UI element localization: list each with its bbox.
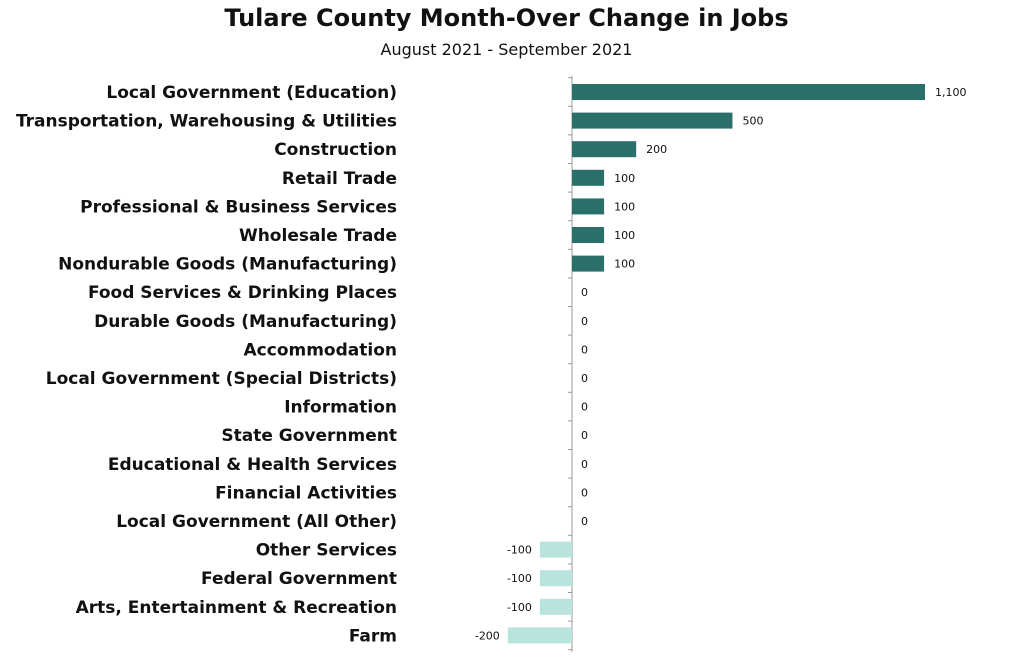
data-label: 0 xyxy=(581,343,588,356)
data-label: 0 xyxy=(581,458,588,471)
bar xyxy=(572,227,605,243)
data-label: 200 xyxy=(646,143,667,156)
category-label: Construction xyxy=(274,140,397,160)
category-label: Arts, Entertainment & Recreation xyxy=(76,598,397,618)
category-label: Other Services xyxy=(256,541,397,561)
bar xyxy=(572,198,605,215)
data-label: -200 xyxy=(475,629,500,642)
bar xyxy=(572,141,637,158)
data-label: 0 xyxy=(581,372,588,385)
data-label: 0 xyxy=(581,315,588,328)
data-label: 100 xyxy=(614,258,635,271)
data-label: 0 xyxy=(581,286,588,299)
category-label: Federal Government xyxy=(201,569,397,589)
category-label: Professional & Business Services xyxy=(80,197,397,217)
data-label: 100 xyxy=(614,229,635,242)
data-label: 0 xyxy=(581,401,588,414)
category-label: Educational & Health Services xyxy=(108,455,397,475)
data-label: 100 xyxy=(614,200,635,213)
data-label: -100 xyxy=(507,601,532,614)
category-label: State Government xyxy=(221,426,397,446)
category-label: Information xyxy=(284,398,397,418)
bar xyxy=(572,255,605,272)
data-label: 0 xyxy=(581,429,588,442)
category-label: Farm xyxy=(349,626,397,646)
chart-title: Tulare County Month-Over Change in Jobs xyxy=(224,4,789,32)
bar xyxy=(539,598,572,615)
category-label: Local Government (All Other) xyxy=(116,512,397,532)
category-label: Local Government (Special Districts) xyxy=(46,369,397,389)
bar xyxy=(539,541,572,558)
chart-subtitle: August 2021 - September 2021 xyxy=(380,40,633,59)
bar xyxy=(507,627,572,644)
bar xyxy=(572,112,733,129)
data-label: 0 xyxy=(581,486,588,499)
bar xyxy=(572,169,605,186)
category-label: Accommodation xyxy=(244,340,397,360)
data-label: 500 xyxy=(742,115,763,128)
data-label: 100 xyxy=(614,172,635,185)
data-label: 0 xyxy=(581,515,588,528)
category-label: Local Government (Education) xyxy=(106,83,397,103)
category-label: Transportation, Warehousing & Utilities xyxy=(16,112,397,132)
data-label: -100 xyxy=(507,544,532,557)
data-label: 1,100 xyxy=(935,86,967,99)
category-label: Nondurable Goods (Manufacturing) xyxy=(58,255,397,275)
category-label: Retail Trade xyxy=(282,169,397,189)
category-label: Food Services & Drinking Places xyxy=(88,283,397,303)
category-label: Financial Activities xyxy=(215,483,397,503)
bar xyxy=(572,84,925,100)
data-label: -100 xyxy=(507,572,532,585)
category-label: Wholesale Trade xyxy=(239,226,397,246)
category-label: Durable Goods (Manufacturing) xyxy=(94,312,397,332)
bar xyxy=(539,570,572,587)
